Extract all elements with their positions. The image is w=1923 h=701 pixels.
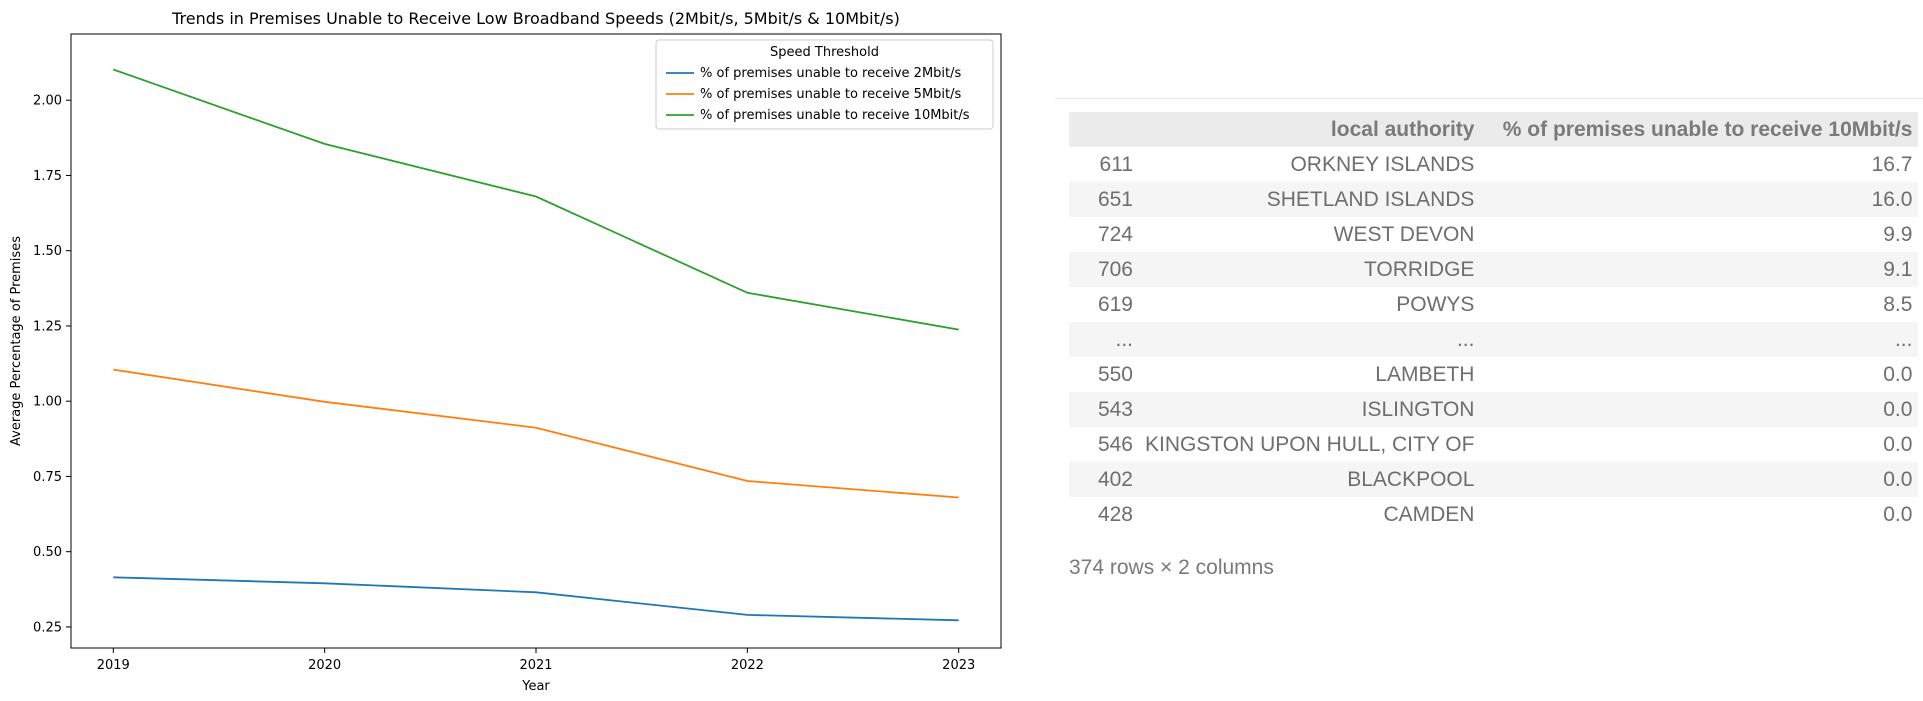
row-local-authority: LAMBETH	[1375, 362, 1475, 386]
row-local-authority: POWYS	[1396, 292, 1475, 316]
row-pct-value: 0.0	[1883, 502, 1913, 526]
row-pct-value: 8.5	[1883, 292, 1913, 316]
y-tick-label: 0.50	[33, 545, 62, 560]
row-local-authority: ISLINGTON	[1361, 397, 1475, 421]
table-row: 402 BLACKPOOL 0.0	[1069, 462, 1919, 497]
y-tick-label: 1.75	[33, 169, 62, 184]
row-pct-value: 16.7	[1871, 152, 1913, 176]
row-pct-value: 16.0	[1871, 187, 1913, 211]
row-pct-value: 0.0	[1883, 362, 1913, 386]
table-row: 546 KINGSTON UPON HULL, CITY OF 0.0	[1069, 427, 1919, 462]
table-row: 543 ISLINGTON 0.0	[1069, 392, 1919, 427]
y-tick-label: 1.00	[33, 395, 62, 410]
table-row: 550 LAMBETH 0.0	[1069, 357, 1919, 392]
y-tick-label: 2.00	[33, 94, 62, 109]
x-tick-label: 2023	[942, 658, 975, 673]
y-axis-label: Average Percentage of Premises	[9, 236, 24, 446]
row-pct-value: 0.0	[1883, 432, 1913, 456]
y-tick-label: 0.25	[33, 620, 62, 635]
x-tick-label: 2022	[731, 658, 764, 673]
table-row: 611 ORKNEY ISLANDS 16.7	[1069, 147, 1919, 182]
table-row: 619 POWYS 8.5	[1069, 287, 1919, 322]
row-local-authority: TORRIDGE	[1363, 257, 1475, 281]
table-row-ellipsis: ... ... ...	[1069, 322, 1919, 357]
row-local-authority: BLACKPOOL	[1347, 467, 1475, 491]
row-pct-value: 0.0	[1883, 397, 1913, 421]
dataframe-table: local authority % of premises unable to …	[1069, 112, 1919, 532]
table-row: 724 WEST DEVON 9.9	[1069, 217, 1919, 252]
legend-title: Speed Threshold	[770, 45, 879, 60]
table-header-row: local authority % of premises unable to …	[1069, 112, 1919, 147]
row-index: 543	[1097, 397, 1133, 421]
legend-entry-2: % of premises unable to receive 10Mbit/s	[700, 108, 970, 123]
row-index: 546	[1097, 432, 1133, 456]
y-tick-label: 0.75	[33, 470, 62, 485]
chart-title: Trends in Premises Unable to Receive Low…	[171, 9, 900, 28]
chart-svg: Trends in Premises Unable to Receive Low…	[9, 9, 1002, 694]
row-pct-value: 9.1	[1883, 257, 1913, 281]
series-line-1	[113, 368, 959, 499]
x-tick-label: 2019	[97, 658, 130, 673]
row-pct-value: 9.9	[1883, 222, 1913, 246]
legend-entry-1: % of premises unable to receive 5Mbit/s	[700, 87, 961, 102]
y-tick-label: 1.50	[33, 244, 62, 259]
table-row: 706 TORRIDGE 9.1	[1069, 252, 1919, 287]
legend-entry-0: % of premises unable to receive 2Mbit/s	[700, 66, 961, 81]
row-local-authority: SHETLAND ISLANDS	[1266, 187, 1475, 211]
row-index: ...	[1115, 327, 1133, 351]
row-index: 724	[1097, 222, 1133, 246]
header-pct-10mbit: % of premises unable to receive 10Mbit/s	[1502, 117, 1913, 141]
row-index: 706	[1097, 257, 1133, 281]
output-divider	[1055, 98, 1923, 99]
row-local-authority: KINGSTON UPON HULL, CITY OF	[1145, 432, 1475, 456]
row-index: 428	[1097, 502, 1133, 526]
row-index: 402	[1097, 467, 1133, 491]
row-pct-value: ...	[1894, 327, 1913, 351]
row-local-authority: WEST DEVON	[1333, 222, 1475, 246]
row-index: 619	[1097, 292, 1133, 316]
dataframe-shape: 374 rows × 2 columns	[1069, 556, 1274, 579]
x-tick-label: 2021	[519, 658, 552, 673]
table-row: 651 SHETLAND ISLANDS 16.0	[1069, 182, 1919, 217]
legend-box	[655, 39, 994, 130]
row-local-authority: ...	[1456, 327, 1475, 351]
x-tick-label: 2020	[308, 658, 341, 673]
row-local-authority: ORKNEY ISLANDS	[1290, 152, 1475, 176]
row-local-authority: CAMDEN	[1383, 502, 1475, 526]
line-chart: Trends in Premises Unable to Receive Low…	[9, 9, 1002, 694]
series-line-0	[113, 576, 959, 622]
row-index: 651	[1097, 187, 1133, 211]
y-tick-label: 1.25	[33, 319, 62, 334]
series-line-2	[113, 68, 959, 331]
table-row: 428 CAMDEN 0.0	[1069, 497, 1919, 532]
x-axis-label: Year	[521, 679, 550, 694]
header-index	[1069, 112, 1139, 147]
row-index: 550	[1097, 362, 1133, 386]
row-index: 611	[1099, 152, 1133, 176]
row-pct-value: 0.0	[1883, 467, 1913, 491]
header-local-authority: local authority	[1330, 117, 1475, 141]
